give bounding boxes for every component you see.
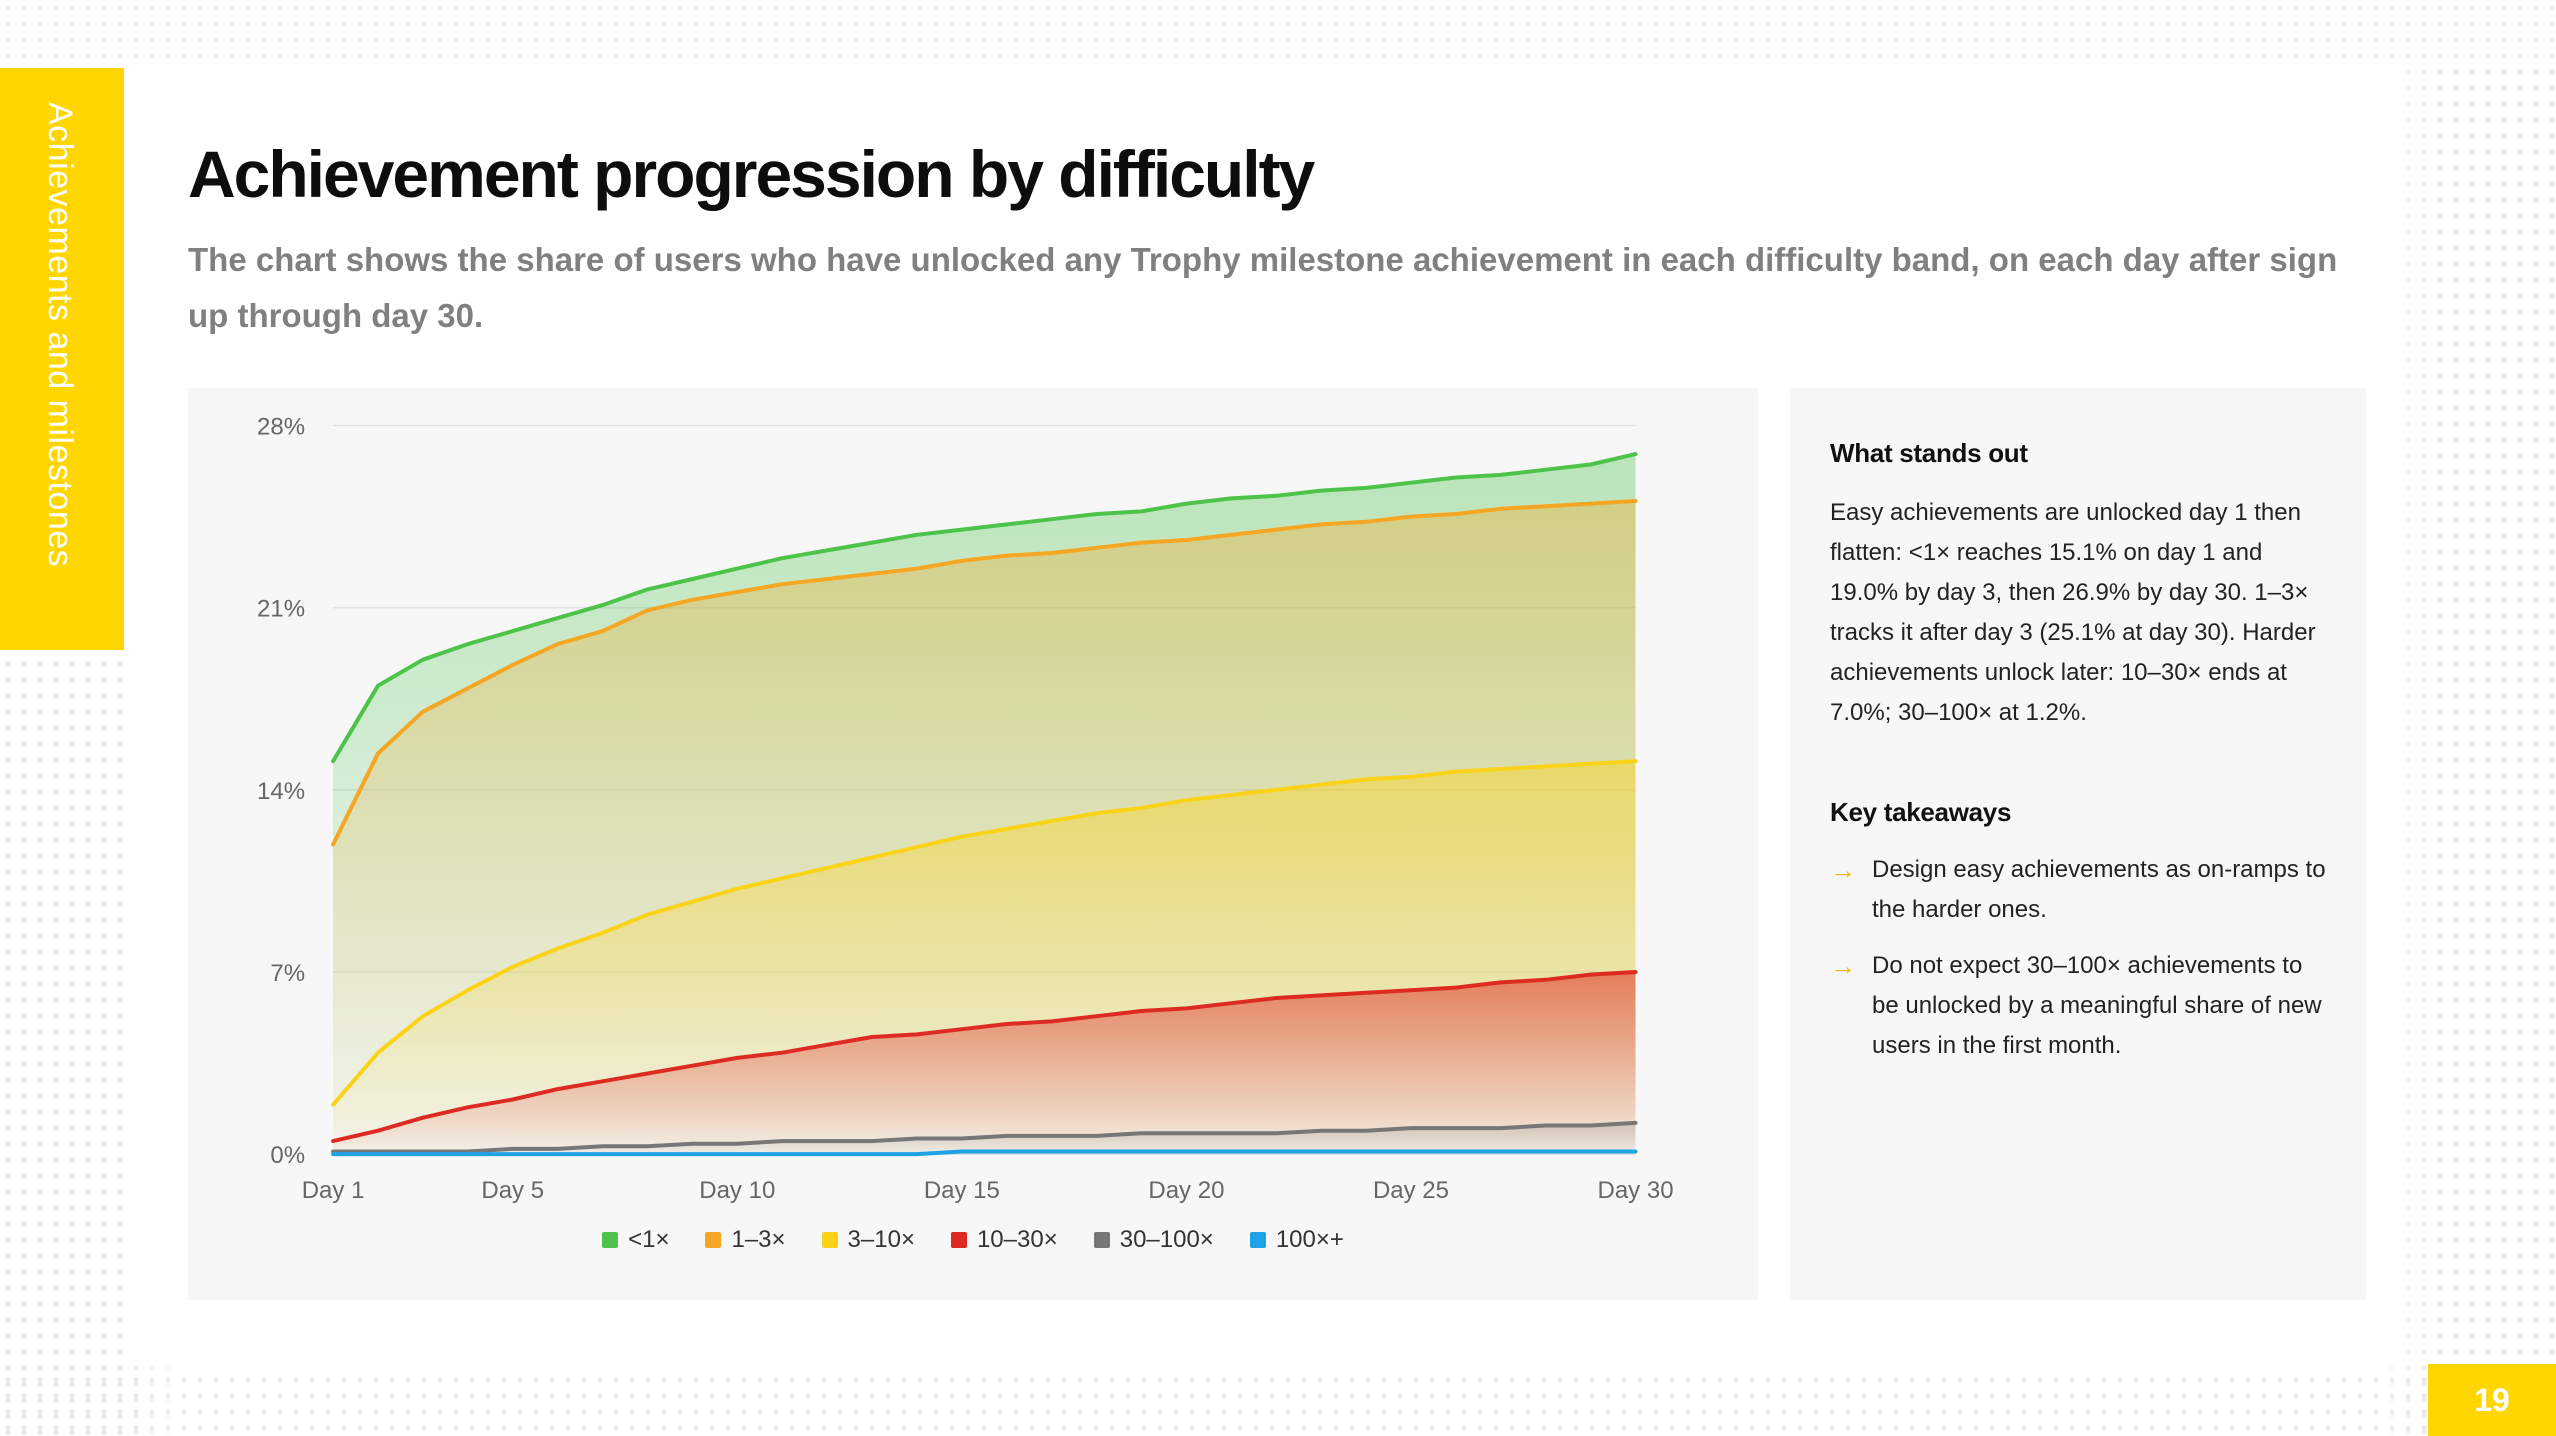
what-stands-out-heading: What stands out — [1830, 438, 2028, 468]
takeaway-text: Do not expect 30–100× achievements to be… — [1872, 952, 2322, 1059]
x-tick-label: Day 20 — [1148, 1177, 1224, 1204]
legend-swatch — [602, 1232, 619, 1248]
takeaway-item: → Do not expect 30–100× achievements to b… — [1830, 946, 2328, 1066]
legend-label: 30–100× — [1119, 1226, 1214, 1253]
takeaway-text: Design easy achievements as on-ramps to … — [1872, 856, 2326, 923]
legend-swatch — [1249, 1232, 1266, 1248]
series-line — [331, 1120, 1638, 1154]
section-tab: Achievements and milestones — [0, 68, 124, 650]
legend-swatch — [1093, 1232, 1110, 1248]
area-chart: 0%7%14%21%28% Day 1 Day 5 Day 10 Day 15 Day … — [257, 413, 1674, 1204]
legend-label: 10–30× — [976, 1226, 1058, 1253]
series-line — [331, 759, 1638, 1107]
legend-label: 1–3× — [731, 1226, 786, 1253]
series-lines — [331, 452, 1638, 1157]
chart-legend: <1× 1–3× 3–10× 10–30× 30–100× 100×+ — [188, 1226, 1758, 1254]
what-stands-out-text: Easy achievements are unlocked day 1 the… — [1830, 499, 2316, 726]
section-tab-label: Achievements and milestones — [41, 102, 79, 568]
x-tick-label: Day 30 — [1598, 1177, 1674, 1204]
series-line — [331, 499, 1638, 847]
y-tick-label: 14% — [257, 778, 305, 805]
insights-panel: What stands out Easy achievements are un… — [1790, 388, 2366, 1300]
page-number: 19 — [2428, 1364, 2556, 1436]
legend-item: <1× — [602, 1226, 669, 1254]
page-subtitle: The chart shows the share of users who h… — [188, 241, 2338, 334]
legend-swatch — [950, 1232, 967, 1248]
series-line — [331, 970, 1638, 1144]
key-takeaways-heading: Key takeaways — [1830, 797, 2012, 827]
legend-label: 100×+ — [1275, 1226, 1344, 1253]
x-tick-label: Day 5 — [481, 1177, 544, 1204]
page-title: Achievement progression by difficulty — [188, 137, 1315, 211]
y-tick-labels: 0% 7% 14% 21% 28% — [257, 413, 305, 1169]
y-tick-label: 0% — [270, 1142, 305, 1169]
dotted-background-top — [0, 0, 2556, 64]
y-tick-label: 28% — [257, 413, 305, 440]
series-line — [331, 1149, 1638, 1157]
legend-item: 3–10× — [821, 1226, 915, 1254]
x-tick-labels: Day 1 Day 5 Day 10 Day 15 Day 20 Day 25 Day 30 — [302, 1177, 1674, 1204]
chart-panel: 0% 7% 14% 21% 28% Day 1 Day 5 Day 10 Day 15 Day … — [188, 388, 1758, 1300]
arrow-right-icon: → — [1830, 951, 1856, 981]
dotted-background-bottom — [0, 1372, 2556, 1436]
legend-item: 30–100× — [1093, 1226, 1214, 1254]
y-tick-label: 21% — [257, 596, 305, 623]
legend-label: <1× — [628, 1226, 670, 1253]
legend-label: 3–10× — [847, 1226, 915, 1253]
series-areas — [333, 454, 1636, 1155]
x-tick-label: Day 10 — [699, 1177, 775, 1204]
x-tick-label: Day 1 — [302, 1177, 365, 1204]
takeaway-item: → Design easy achievements as on-ramps to… — [1830, 850, 2328, 930]
x-tick-label: Day 15 — [924, 1177, 1000, 1204]
legend-item: 100×+ — [1249, 1226, 1344, 1254]
legend-swatch — [821, 1232, 838, 1248]
y-tick-label: 7% — [270, 960, 305, 987]
legend-item: 1–3× — [705, 1226, 786, 1254]
legend-swatch — [705, 1232, 722, 1248]
key-takeaways-list: → Design easy achievements as on-ramps to… — [1830, 850, 2328, 1066]
x-tick-label: Day 25 — [1373, 1177, 1449, 1204]
series-line — [331, 452, 1638, 764]
arrow-right-icon: → — [1830, 855, 1856, 885]
series-area — [333, 972, 1636, 1155]
legend-item: 10–30× — [950, 1226, 1058, 1254]
